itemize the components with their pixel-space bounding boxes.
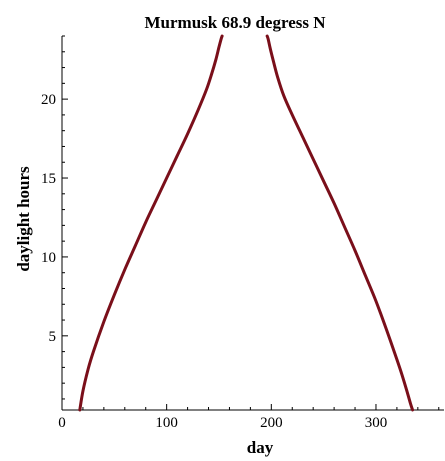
y-tick-label: 20 xyxy=(41,92,56,108)
y-axis-label: daylight hours xyxy=(14,166,33,272)
axes: 0 100 200 300 5 10 15 20 xyxy=(41,35,444,431)
x-tick-label: 200 xyxy=(260,415,283,431)
y-tick-label: 10 xyxy=(41,250,56,266)
x-axis-label: day xyxy=(247,438,274,457)
chart-title: Murmusk 68.9 degress N xyxy=(144,13,326,32)
x-tick-label: 0 xyxy=(58,415,66,431)
x-tick-label: 300 xyxy=(365,415,388,431)
series-line-1 xyxy=(78,34,224,412)
y-tick-label: 5 xyxy=(49,329,57,345)
series-line-2 xyxy=(265,34,415,412)
plot-lines xyxy=(78,34,415,412)
y-tick-label: 15 xyxy=(41,171,56,187)
x-tick-label: 100 xyxy=(155,415,178,431)
